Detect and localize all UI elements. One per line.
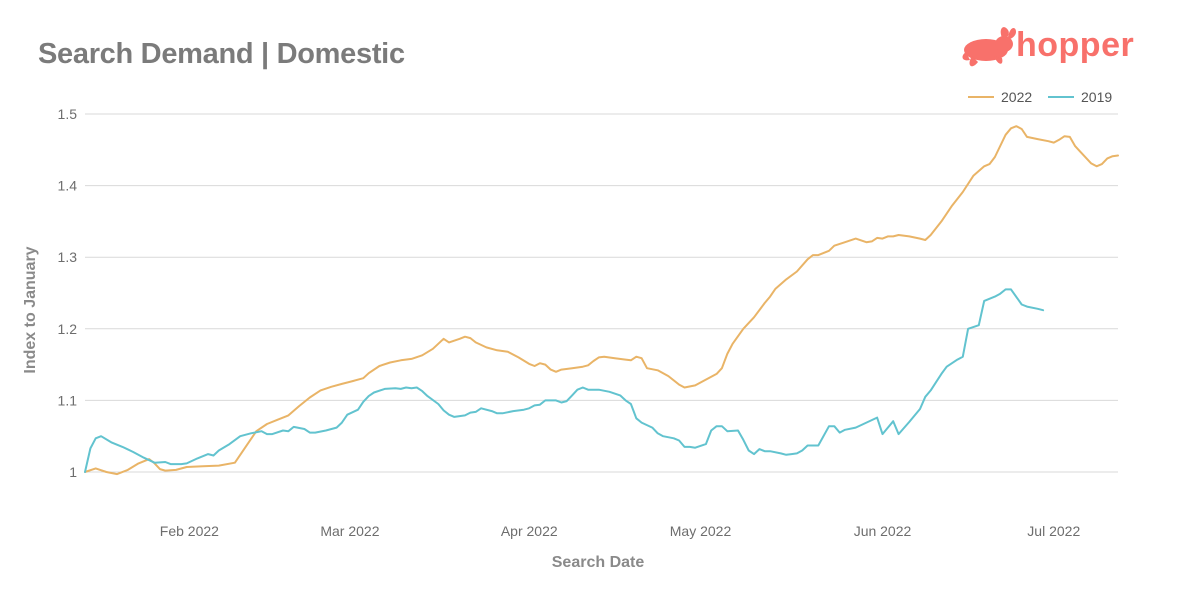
legend-label-2022: 2022 [1001, 89, 1032, 105]
x-tick-label: Apr 2022 [501, 523, 558, 539]
y-tick-label: 1.2 [58, 321, 78, 337]
x-tick-label: Jun 2022 [854, 523, 912, 539]
x-tick-label: Mar 2022 [320, 523, 379, 539]
series-line-2019 [84, 288, 1045, 473]
chart-title: Search Demand | Domestic [38, 38, 405, 70]
x-axis-title: Search Date [552, 554, 645, 571]
x-axis-ticks: Feb 2022 Mar 2022 Apr 2022 May 2022 Jun 2022… [160, 523, 1081, 539]
y-tick-label: 1 [69, 464, 77, 480]
y-tick-label: 1.1 [58, 392, 78, 408]
legend-label-2019: 2019 [1081, 89, 1112, 105]
x-tick-label: Feb 2022 [160, 523, 219, 539]
grid [85, 113, 1118, 473]
bunny-icon [962, 27, 1016, 67]
hopper-logo [958, 22, 1128, 74]
y-axis-title: Index to January [22, 246, 39, 373]
series-line-2022 [84, 125, 1119, 476]
y-tick-label: 1.3 [58, 249, 78, 265]
y-tick-label: 1.4 [58, 178, 78, 194]
legend: 2022 2019 [968, 89, 1112, 105]
y-tick-label: 1.5 [58, 106, 78, 122]
y-axis-ticks: 1 1.1 1.2 1.3 1.4 1.5 [58, 106, 78, 480]
x-tick-label: Jul 2022 [1027, 523, 1080, 539]
x-tick-label: May 2022 [670, 523, 732, 539]
series-lines [84, 125, 1119, 476]
brand-name: hopper [1016, 26, 1135, 64]
